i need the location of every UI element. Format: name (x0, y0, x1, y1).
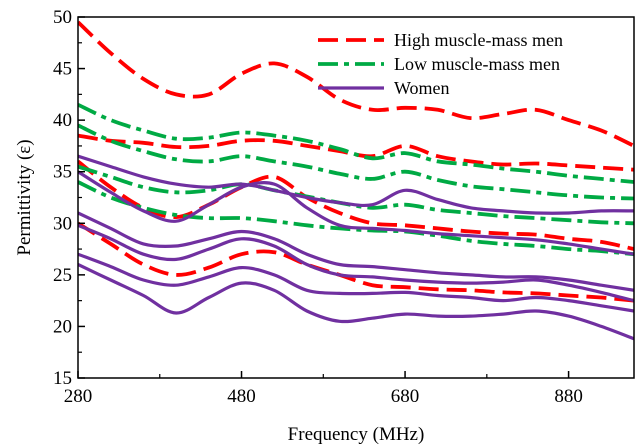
series-line-5 (78, 102, 634, 184)
series-line-1 (78, 20, 634, 148)
series-line-10 (78, 170, 634, 256)
x-tick-label: 280 (64, 386, 93, 407)
series-line-3 (78, 159, 634, 251)
series-line-9 (78, 154, 634, 215)
x-tick-label: 880 (554, 386, 583, 407)
y-tick-label: 40 (53, 110, 72, 131)
y-tick-label: 15 (53, 368, 72, 389)
series-line-6 (78, 123, 634, 201)
series-line-11 (78, 211, 634, 292)
x-tick-label: 680 (391, 386, 420, 407)
series-line-14 (78, 263, 634, 341)
series-line-13 (78, 252, 634, 313)
x-axis-label: Frequency (MHz) (288, 424, 425, 445)
legend-label-1: High muscle-mass men (394, 30, 563, 50)
y-tick-label: 30 (53, 213, 72, 234)
y-tick-label: 20 (53, 316, 72, 337)
y-tick-label: 25 (53, 265, 72, 286)
series-line-12 (78, 223, 634, 303)
y-tick-label: 45 (53, 59, 72, 80)
series-line-4 (78, 221, 634, 303)
ticks-layer: 280 480 680 880 15 20 25 30 35 40 45 50 (53, 7, 583, 407)
legend: High muscle-mass men Low muscle-mass men W… (318, 30, 563, 98)
legend-label-2: Low muscle-mass men (394, 54, 560, 74)
legend-label-3: Women (394, 78, 450, 98)
series-layer (78, 20, 634, 341)
y-tick-label: 50 (53, 7, 72, 28)
x-tick-label: 480 (227, 386, 256, 407)
y-tick-label: 35 (53, 162, 72, 183)
y-axis-label: Permittivity (ε) (14, 139, 35, 255)
series-line-8 (78, 180, 634, 257)
